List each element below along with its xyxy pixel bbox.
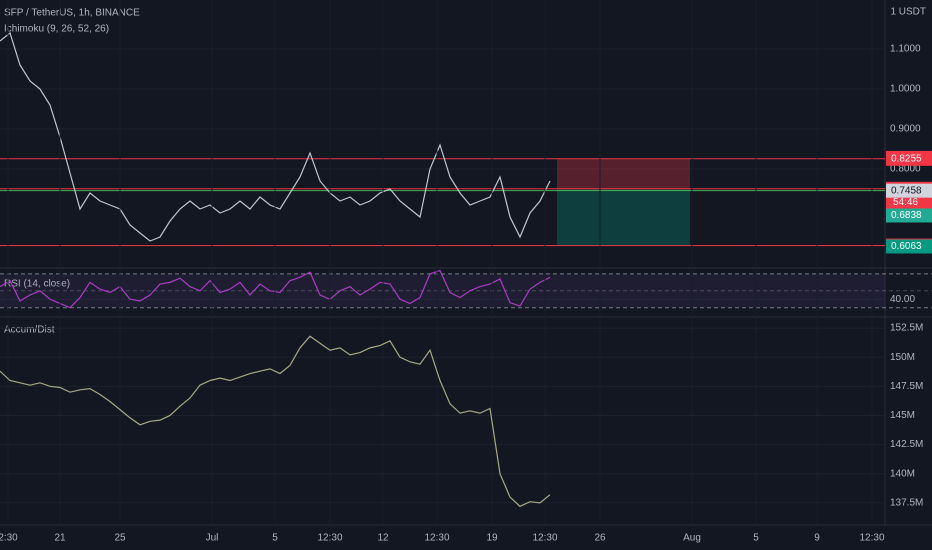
y-tick-label: 40.00 bbox=[890, 294, 915, 305]
x-tick-label: 9 bbox=[814, 533, 820, 544]
y-tick-label: 147.5M bbox=[890, 381, 923, 392]
y-tick-label: 145M bbox=[890, 410, 915, 421]
y-tick-label: 152.5M bbox=[890, 323, 923, 334]
stop-zone bbox=[557, 158, 690, 189]
price-tag bbox=[886, 239, 932, 254]
price-tag-label: 0.7458 bbox=[891, 185, 922, 196]
x-tick-label: 5 bbox=[753, 533, 759, 544]
chart-title: SFP / TetherUS, 1h, BINANCE bbox=[4, 8, 140, 19]
x-tick-label: 12:30 bbox=[317, 533, 342, 544]
y-tick-label: 1.0000 bbox=[890, 84, 921, 95]
x-tick-label: 26 bbox=[594, 533, 606, 544]
x-tick-label: 12:30 bbox=[532, 533, 557, 544]
x-tick-label: 19 bbox=[486, 533, 498, 544]
countdown-label: 54:46 bbox=[893, 197, 918, 208]
x-tick-label: 12:30 bbox=[859, 533, 884, 544]
countdown-tag bbox=[886, 195, 932, 209]
indicator-label: RSI (14, close) bbox=[4, 279, 70, 290]
x-tick-label: 12 bbox=[377, 533, 389, 544]
price-tag bbox=[886, 208, 932, 223]
x-tick-label: Jul bbox=[206, 533, 219, 544]
y-tick-label: 150M bbox=[890, 352, 915, 363]
x-tick-label: 12:30 bbox=[424, 533, 449, 544]
price-tag-label: 0.6063 bbox=[891, 241, 922, 252]
series-line bbox=[0, 335, 551, 508]
y-tick-label: 0.9000 bbox=[890, 124, 921, 135]
x-tick-label: 21 bbox=[54, 533, 66, 544]
y-tick-label: 137.5M bbox=[890, 498, 923, 509]
y-tick-label: 140M bbox=[890, 468, 915, 479]
price-tag-label: 0.6838 bbox=[891, 210, 922, 221]
x-tick-label: Aug bbox=[683, 533, 701, 544]
indicator-label: Ichimoku (9, 26, 52, 26) bbox=[4, 24, 109, 35]
x-tick-label: 5 bbox=[272, 533, 278, 544]
y-tick-label: 0.8000 bbox=[890, 164, 921, 175]
indicator-label: Accum/Dist bbox=[4, 325, 55, 336]
price-tag bbox=[886, 183, 932, 198]
price-tag-label: 0.8255 bbox=[891, 153, 922, 164]
target-zone bbox=[557, 188, 690, 246]
y-tick-label: 142.5M bbox=[890, 439, 923, 450]
y-tick-label: 1.1000 bbox=[890, 44, 921, 55]
unit-label: 1 USDT bbox=[890, 7, 926, 18]
price-tag bbox=[886, 151, 932, 166]
x-tick-label: 2:30 bbox=[0, 533, 18, 544]
x-tick-label: 25 bbox=[114, 533, 126, 544]
